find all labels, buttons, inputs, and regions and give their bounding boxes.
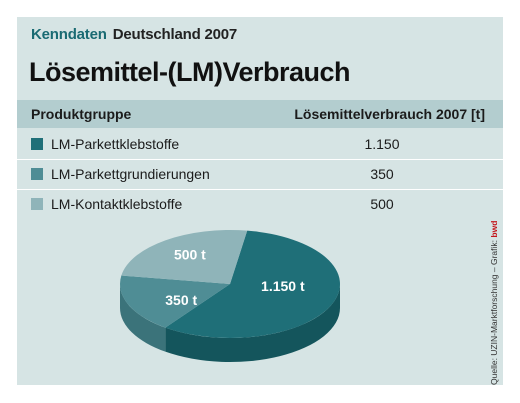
row-divider xyxy=(17,189,503,190)
row-divider xyxy=(17,159,503,160)
table-row: LM-Parkettklebstoffe 1.150 xyxy=(17,130,503,160)
table-row: LM-Kontaktklebstoffe 500 xyxy=(17,190,503,220)
source-credit: Quelle: UZIN-Marktforschung – Grafik: bw… xyxy=(489,221,501,385)
row-label: LM-Parkettgrundierungen xyxy=(51,166,210,182)
source-brand: bwd xyxy=(489,220,499,238)
row-value: 500 xyxy=(370,196,394,212)
page-title: Lösemittel-(LM)Verbrauch xyxy=(29,57,351,87)
pie-slice-parkettklebstoffe xyxy=(165,230,341,338)
infographic-panel: Kenndaten Deutschland 2007 Lösemittel-(LM… xyxy=(17,17,503,385)
legend-swatch-parkettgrundierungen xyxy=(31,168,43,180)
table-row: LM-Parkettgrundierungen 350 xyxy=(17,160,503,190)
pie-label-parkettgrundierungen: 350 t xyxy=(165,292,197,308)
pie-side-parkettklebstoffe xyxy=(165,284,340,362)
row-label: LM-Parkettklebstoffe xyxy=(51,136,180,152)
pie-label-kontaktklebstoffe: 500 t xyxy=(174,246,206,262)
row-value: 1.150 xyxy=(364,136,400,152)
pie-label-parkettklebstoffe: 1.150 t xyxy=(261,278,305,294)
kicker-accent: Kenndaten xyxy=(31,26,107,43)
kicker: Kenndaten Deutschland 2007 xyxy=(31,26,237,43)
row-value: 350 xyxy=(370,166,394,182)
column-header-group: Produktgruppe xyxy=(31,106,132,122)
pie-side-parkettgrundierungen xyxy=(120,284,166,352)
source-text: Quelle: UZIN-Marktforschung – Grafik: xyxy=(489,237,499,385)
table-header: Produktgruppe Lösemittelverbrauch 2007 [… xyxy=(17,100,503,128)
kicker-text: Deutschland 2007 xyxy=(112,26,238,43)
column-header-value: Lösemittelverbrauch 2007 [t] xyxy=(294,106,485,122)
pie-slice-parkettgrundierungen xyxy=(119,275,230,328)
row-label: LM-Kontaktklebstoffe xyxy=(51,196,183,212)
legend-swatch-kontaktklebstoffe xyxy=(31,198,43,210)
pie-chart: 1.150 t 350 t 500 t xyxy=(119,230,341,362)
legend-swatch-parkettklebstoffe xyxy=(31,138,43,150)
pie-slice-kontaktklebstoffe xyxy=(121,230,248,284)
